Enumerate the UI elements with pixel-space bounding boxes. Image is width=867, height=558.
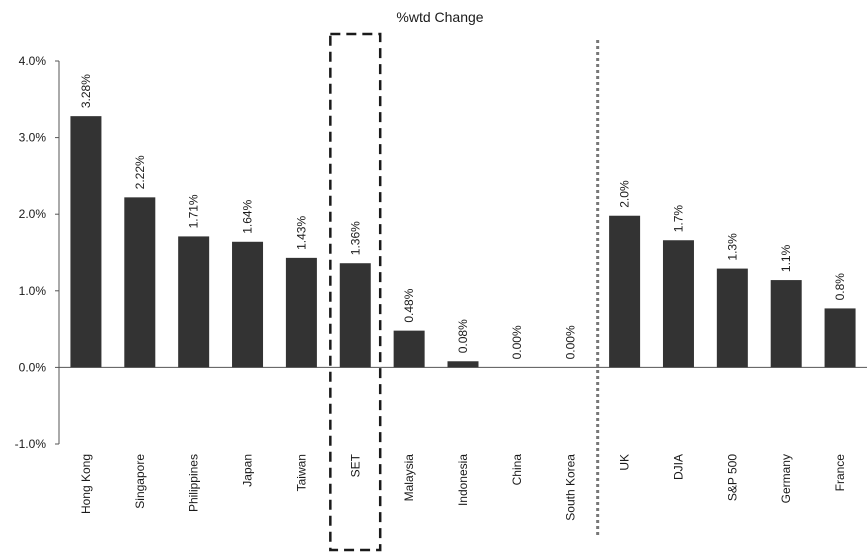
- y-tick-label: 2.0%: [19, 207, 47, 221]
- data-label-indonesia: 0.08%: [456, 319, 470, 353]
- bar-malaysia: [394, 331, 425, 368]
- bar-japan: [232, 242, 263, 368]
- category-label-hong-kong: Hong Kong: [79, 454, 93, 514]
- y-tick-label: 3.0%: [19, 131, 47, 145]
- bar-djia: [663, 240, 694, 367]
- category-label-germany: Germany: [779, 454, 793, 503]
- data-label-singapore: 2.22%: [133, 155, 147, 189]
- y-axis-ticks: 4.0% 3.0% 2.0% 1.0% 0.0% -1.0%: [15, 54, 59, 451]
- bar-sandp-500: [717, 269, 748, 368]
- y-tick-label: 1.0%: [19, 284, 47, 298]
- data-label-philippines: 1.71%: [187, 194, 201, 228]
- data-label-japan: 1.64%: [241, 199, 255, 233]
- category-labels-group: Hong Kong Singapore Philippines Japan Taiwan…: [79, 453, 847, 520]
- bar-set: [340, 263, 371, 367]
- data-label-hong-kong: 3.28%: [79, 74, 93, 108]
- y-tick-label: 4.0%: [19, 54, 47, 68]
- category-label-taiwan: Taiwan: [294, 454, 308, 491]
- bar-taiwan: [286, 258, 317, 368]
- data-label-djia: 1.7%: [671, 205, 685, 233]
- category-label-france: France: [833, 454, 847, 492]
- category-label-uk: UK: [618, 454, 632, 471]
- category-label-singapore: Singapore: [133, 454, 147, 509]
- data-label-malaysia: 0.48%: [402, 288, 416, 322]
- data-label-south-korea: 0.00%: [564, 325, 578, 359]
- bar-france: [825, 308, 856, 367]
- bar-singapore: [124, 197, 155, 367]
- category-label-china: China: [510, 454, 524, 486]
- y-tick-label: -1.0%: [15, 437, 47, 451]
- bar-hong-kong: [70, 116, 101, 367]
- data-label-china: 0.00%: [510, 325, 524, 359]
- y-tick-label: 0.0%: [19, 360, 47, 374]
- data-label-germany: 1.1%: [779, 244, 793, 272]
- bar-philippines: [178, 236, 209, 367]
- category-label-philippines: Philippines: [187, 454, 201, 512]
- data-label-sandp-500: 1.3%: [725, 233, 739, 261]
- data-label-taiwan: 1.43%: [294, 216, 308, 250]
- chart-title: %wtd Change: [396, 9, 483, 25]
- category-label-sandp-500: S&P 500: [725, 454, 739, 501]
- category-label-set: SET: [348, 453, 362, 477]
- category-label-japan: Japan: [241, 454, 255, 487]
- bar-germany: [771, 280, 802, 367]
- data-label-france: 0.8%: [833, 273, 847, 301]
- category-label-djia: DJIA: [671, 454, 685, 480]
- bar-indonesia: [448, 361, 479, 367]
- bar-uk: [609, 216, 640, 368]
- category-label-malaysia: Malaysia: [402, 454, 416, 502]
- data-label-set: 1.36%: [348, 221, 362, 255]
- category-label-south-korea: South Korea: [564, 454, 578, 521]
- category-label-indonesia: Indonesia: [456, 454, 470, 506]
- data-label-uk: 2.0%: [618, 180, 632, 208]
